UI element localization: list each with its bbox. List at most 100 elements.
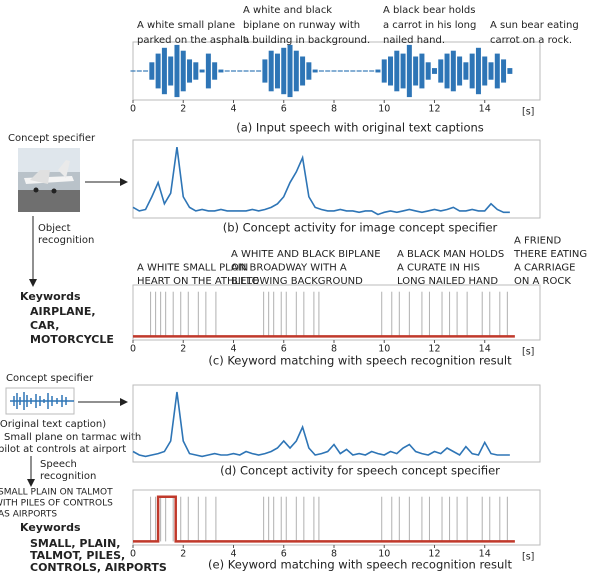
specifier-label: Concept specifier (8, 133, 96, 144)
recognized-line: AS AIRPORTS (0, 510, 57, 520)
keyword: SMALL, PLAIN, (30, 537, 120, 550)
caption-line: Small plane on tarmac with (4, 432, 141, 443)
waveform-bar (155, 53, 161, 89)
waveform-bar (507, 68, 513, 74)
panel-caption: (e) Keyword matching with speech recogni… (208, 558, 512, 572)
waveform-bar (344, 70, 350, 72)
x-tick-label: 2 (180, 104, 186, 115)
step-label: recognition (38, 235, 94, 246)
annotation: a carrot in his long (383, 20, 476, 31)
waveform-bar (281, 47, 287, 95)
x-tick-label: 10 (378, 549, 390, 560)
x-tick-label: 8 (331, 549, 337, 560)
waveform-bar (501, 59, 507, 83)
keyword: CAR, (30, 319, 59, 332)
specifier-image (18, 148, 80, 212)
annotation: HEART ON THE ATHLETE (137, 276, 259, 287)
x-axis-label: [s] (522, 107, 534, 118)
annotation: ON A ROCK (514, 276, 571, 287)
activity-line (132, 391, 510, 458)
annotation: A WHITE SMALL PLAIN (137, 263, 248, 274)
annotation: A CURATE IN HIS (397, 263, 480, 274)
waveform-bar (149, 62, 155, 80)
x-tick-label: 2 (180, 549, 186, 560)
annotation: parked on the asphalt. (137, 35, 250, 46)
waveform-bar (174, 44, 180, 98)
x-tick-label: 6 (281, 344, 287, 355)
x-tick-label: 14 (479, 344, 491, 355)
waveform-bar (356, 70, 362, 72)
x-tick-label: 4 (230, 344, 236, 355)
waveform-bar (394, 50, 400, 92)
waveform-bar (325, 70, 331, 72)
waveform-bar (306, 62, 312, 80)
waveform-bar (287, 44, 293, 98)
waveform-bar (161, 47, 167, 95)
keyword: AIRPLANE, (30, 305, 96, 318)
waveform-bar (444, 53, 450, 89)
x-tick-label: 2 (180, 344, 186, 355)
x-tick-label: 4 (230, 104, 236, 115)
waveform-bar (312, 69, 318, 73)
waveform-bar (369, 70, 375, 72)
annotation: carrot on a rock. (490, 35, 572, 46)
waveform-bar (488, 62, 494, 80)
waveform-bar (249, 70, 255, 72)
waveform-bar (274, 53, 280, 89)
annotation: THERE EATING (513, 249, 587, 260)
annotation: A WHITE AND BLACK BIPLANE (231, 249, 381, 260)
x-tick-label: 10 (378, 344, 390, 355)
step-label: Speech (40, 459, 77, 470)
waveform-bar (143, 70, 149, 72)
x-tick-label: 12 (428, 344, 440, 355)
waveform-bar (300, 56, 306, 86)
activity-line (132, 146, 510, 216)
waveform-bar (187, 59, 193, 83)
x-tick-label: 8 (331, 104, 337, 115)
x-tick-label: 4 (230, 549, 236, 560)
panel-caption: (d) Concept activity for speech concept … (220, 464, 500, 478)
waveform-bar (243, 70, 249, 72)
plot-frame (132, 284, 541, 341)
waveform-bar (218, 69, 224, 73)
caption-line: pilot at controls at airport (0, 444, 126, 455)
keywords-title: Keywords (20, 290, 81, 303)
x-tick-label: 12 (428, 104, 440, 115)
waveform-bar (362, 70, 368, 72)
waveform-bar (494, 53, 500, 89)
waveform-bar (350, 70, 356, 72)
annotation: A white small plane (137, 20, 235, 31)
waveform-bar (212, 62, 218, 80)
keyword: CONTROLS, AIRPORTS (30, 561, 167, 573)
waveform-bar (256, 70, 262, 72)
waveform-bar (224, 70, 230, 72)
recognized-line: WITH PILES OF CONTROLS (0, 499, 113, 509)
x-tick-label: 6 (281, 104, 287, 115)
keyword: TALMOT, PILES, (30, 549, 125, 562)
specifier-waveform (5, 387, 75, 415)
panel-caption: (b) Concept activity for image concept s… (223, 221, 498, 235)
waveform-bar (400, 53, 406, 89)
waveform-bar (482, 56, 488, 86)
waveform-bar (381, 59, 387, 83)
x-tick-label: 14 (479, 104, 491, 115)
x-tick-label: 14 (479, 549, 491, 560)
annotation: LONG NAILED HAND (397, 276, 498, 287)
x-tick-label: 0 (130, 104, 136, 115)
specifier-label: Concept specifier (6, 373, 94, 384)
waveform-bar (237, 70, 243, 72)
caption-title: (Original text caption) (0, 419, 106, 430)
annotation: ON BROADWAY WITH A (231, 263, 347, 274)
plot-frame (132, 384, 541, 463)
annotation: A BLACK MAN HOLDS (397, 249, 504, 260)
match-line (133, 495, 515, 543)
annotation: biplane on runway with (243, 20, 360, 31)
waveform-bar (406, 44, 412, 98)
keywords-title: Keywords (20, 521, 81, 534)
annotation: BILLOWING BACKGROUND (231, 276, 363, 287)
waveform-bar (438, 59, 444, 83)
waveform-bar (193, 62, 199, 80)
waveform-bar (180, 50, 186, 92)
x-axis-label: [s] (522, 552, 534, 563)
